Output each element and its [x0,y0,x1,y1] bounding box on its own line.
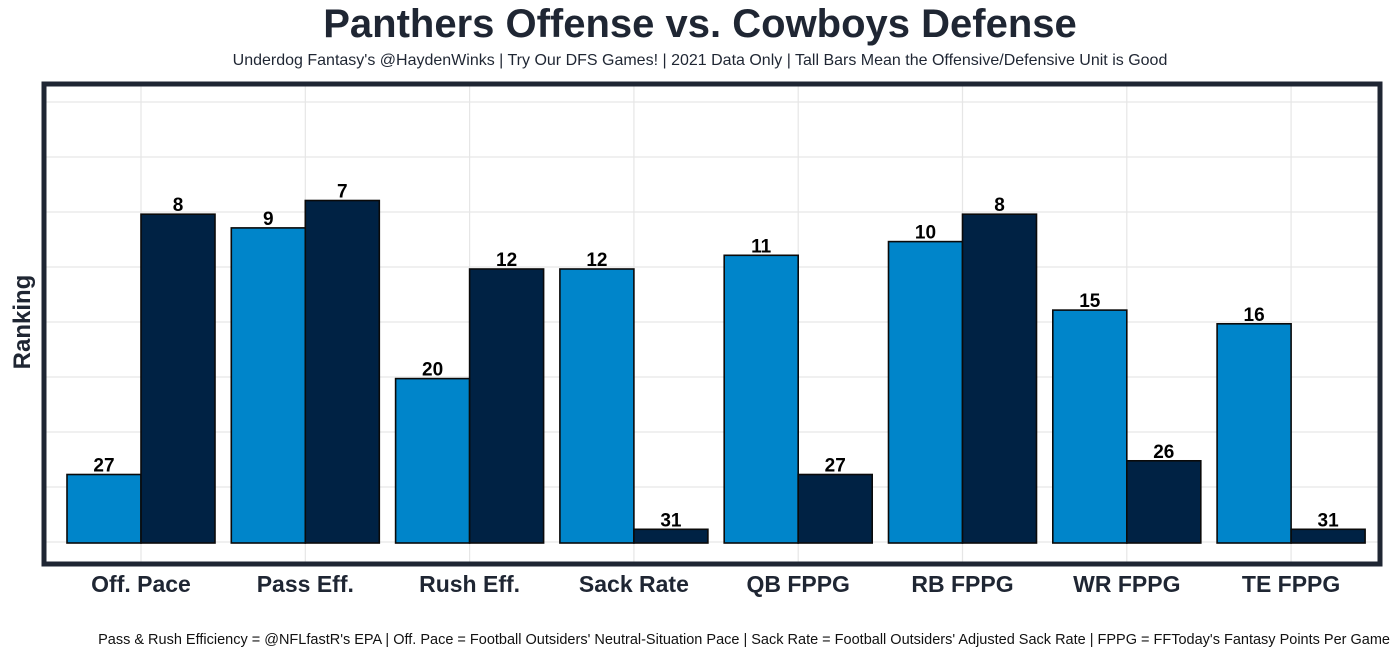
bar-offense [1052,309,1128,544]
bar-value-label: 31 [1318,510,1340,531]
bar-defense [961,213,1038,544]
bar-value-label: 8 [994,195,1005,216]
x-tick-label: QB FPPG [746,571,850,597]
x-tick-label: WR FPPG [1073,571,1180,597]
bar-value-label: 31 [660,510,682,531]
bar-defense [1290,528,1366,544]
bar-defense [140,213,216,544]
bar-value-label: 16 [1244,305,1265,326]
bar-defense [468,268,545,544]
bar-value-label: 20 [422,360,443,381]
x-tick-label: Pass Eff. [257,571,354,597]
bar-defense [1126,459,1202,544]
chart-caption: Pass & Rush Efficiency = @NFLfastR's EPA… [98,632,1390,648]
bar-defense [304,199,381,544]
bar-value-label: 27 [825,456,846,477]
x-tick-label: Sack Rate [579,571,689,597]
bar-offense [887,240,964,544]
x-tick-labels: Off. Pace Pass Eff. Rush Eff. Sack Rate QB F… [91,571,1340,597]
bar-defense [633,528,709,544]
bar-offense [559,268,635,544]
bar-value-label: 27 [93,456,114,477]
bar-value-label: 7 [337,182,348,203]
x-tick-label: TE FPPG [1242,571,1340,597]
bar-value-label: 11 [751,236,772,257]
bar-offense [394,377,471,544]
bar-defense [797,473,874,544]
chart-title: Panthers Offense vs. Cowboys Defense [323,2,1077,46]
bar-offense [66,473,142,544]
data-labels: 27 8 9 7 20 12 12 31 11 27 10 8 15 26 16 31 [93,182,1339,532]
x-tick-label: RB FPPG [911,571,1013,597]
y-axis-label: Ranking [9,275,36,370]
bar-value-label: 10 [915,223,936,244]
chart-subtitle: Underdog Fantasy's @HaydenWinks | Try Ou… [232,52,1168,69]
bar-value-label: 8 [173,195,184,216]
bar-value-label: 15 [1079,291,1101,312]
bar-offense [1216,322,1292,544]
bar-offense [230,227,307,544]
bar-value-label: 12 [586,250,607,271]
bars [66,199,1366,544]
bar-chart: 27 8 9 7 20 12 12 31 11 27 10 8 15 26 16 31 Off. Pace Pa… [9,81,1383,597]
bar-value-label: 9 [263,209,274,230]
x-tick-label: Off. Pace [91,571,191,597]
bar-offense [723,254,800,544]
bar-value-label: 26 [1153,442,1174,463]
bar-value-label: 12 [496,250,517,271]
plot-border [41,81,1383,567]
x-tick-label: Rush Eff. [419,571,520,597]
